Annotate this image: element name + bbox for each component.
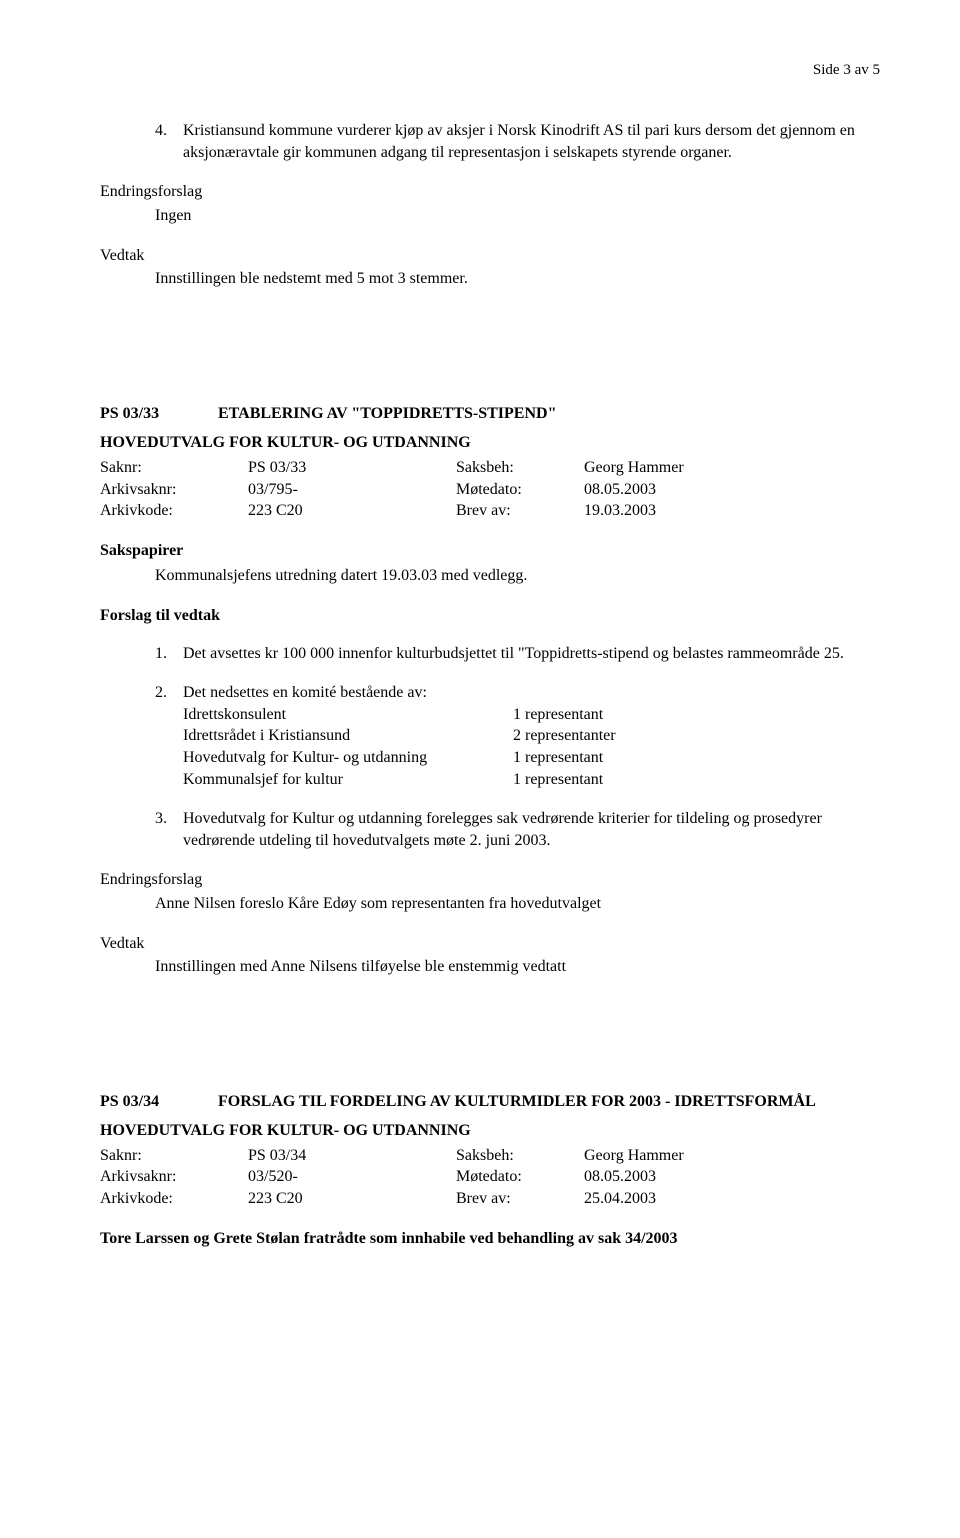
committee-count: 2 representanter — [513, 725, 880, 747]
vedtak-text: Innstillingen med Anne Nilsens tilføyels… — [155, 956, 880, 978]
item-number: 1. — [155, 643, 183, 665]
case-header: PS 03/34 FORSLAG TIL FORDELING AV KULTUR… — [100, 1091, 880, 1113]
vedtak-heading: Vedtak — [100, 245, 880, 267]
table-row: Arkivkode: 223 C20 Brev av: 25.04.2003 — [100, 1188, 880, 1210]
case-id: PS 03/34 — [100, 1091, 218, 1113]
meta-label: Saksbeh: — [456, 1145, 584, 1167]
committee-role: Idrettsrådet i Kristiansund — [183, 725, 513, 747]
meta-value: 19.03.2003 — [584, 500, 880, 522]
meta-label: Saknr: — [100, 457, 248, 479]
vedtak-text: Innstillingen ble nedstemt med 5 mot 3 s… — [155, 268, 880, 290]
meta-value: 223 C20 — [248, 1188, 456, 1210]
item-text: Kristiansund kommune vurderer kjøp av ak… — [183, 120, 880, 163]
committee-row: Idrettskonsulent 1 representant — [183, 704, 880, 726]
meta-value: 25.04.2003 — [584, 1188, 880, 1210]
endringsforslag-heading: Endringsforslag — [100, 181, 880, 203]
item-number: 3. — [155, 808, 183, 851]
meta-value: Georg Hammer — [584, 1145, 880, 1167]
list-item: 3. Hovedutvalg for Kultur og utdanning f… — [155, 808, 880, 851]
item-number: 4. — [155, 120, 183, 163]
forslag-heading: Forslag til vedtak — [100, 605, 880, 627]
innhabile-note: Tore Larssen og Grete Stølan fratrådte s… — [100, 1228, 880, 1250]
meta-label: Møtedato: — [456, 1166, 584, 1188]
meta-label: Arkivsaknr: — [100, 1166, 248, 1188]
case-title: FORSLAG TIL FORDELING AV KULTURMIDLER FO… — [218, 1091, 880, 1113]
committee-row: Kommunalsjef for kultur 1 representant — [183, 769, 880, 791]
sakspapirer-text: Kommunalsjefens utredning datert 19.03.0… — [155, 565, 880, 587]
sakspapirer-heading: Sakspapirer — [100, 540, 880, 562]
meta-label: Arkivsaknr: — [100, 479, 248, 501]
meta-value: PS 03/33 — [248, 457, 456, 479]
list-item: 1. Det avsettes kr 100 000 innenfor kult… — [155, 643, 880, 665]
meta-value: 223 C20 — [248, 500, 456, 522]
meta-label: Arkivkode: — [100, 500, 248, 522]
case-id: PS 03/33 — [100, 403, 218, 425]
meta-value: Georg Hammer — [584, 457, 880, 479]
committee-role: Idrettskonsulent — [183, 704, 513, 726]
endringsforslag-heading: Endringsforslag — [100, 869, 880, 891]
meta-label: Brev av: — [456, 500, 584, 522]
item-lead: Det nedsettes en komité bestående av: — [183, 682, 880, 704]
hovedutvalg-title: HOVEDUTVALG FOR KULTUR- OG UTDANNING — [100, 1120, 880, 1142]
committee-row: Idrettsrådet i Kristiansund 2 representa… — [183, 725, 880, 747]
item-text: Det avsettes kr 100 000 innenfor kulturb… — [183, 643, 880, 665]
meta-label: Saknr: — [100, 1145, 248, 1167]
page-number: Side 3 av 5 — [100, 60, 880, 80]
meta-label: Brev av: — [456, 1188, 584, 1210]
item-number: 2. — [155, 682, 183, 790]
list-item: 2. Det nedsettes en komité bestående av:… — [155, 682, 880, 790]
meta-value: PS 03/34 — [248, 1145, 456, 1167]
meta-label: Arkivkode: — [100, 1188, 248, 1210]
table-row: Arkivsaknr: 03/520- Møtedato: 08.05.2003 — [100, 1166, 880, 1188]
table-row: Saknr: PS 03/33 Saksbeh: Georg Hammer — [100, 457, 880, 479]
meta-value: 08.05.2003 — [584, 479, 880, 501]
table-row: Arkivkode: 223 C20 Brev av: 19.03.2003 — [100, 500, 880, 522]
meta-label: Saksbeh: — [456, 457, 584, 479]
meta-table: Saknr: PS 03/33 Saksbeh: Georg Hammer Ar… — [100, 457, 880, 522]
table-row: Saknr: PS 03/34 Saksbeh: Georg Hammer — [100, 1145, 880, 1167]
endringsforslag-text: Anne Nilsen foreslo Kåre Edøy som repres… — [155, 893, 880, 915]
hovedutvalg-title: HOVEDUTVALG FOR KULTUR- OG UTDANNING — [100, 432, 880, 454]
case-header: PS 03/33 ETABLERING AV "TOPPIDRETTS-STIP… — [100, 403, 880, 425]
meta-value: 08.05.2003 — [584, 1166, 880, 1188]
committee-count: 1 representant — [513, 769, 880, 791]
committee-count: 1 representant — [513, 704, 880, 726]
list-item: 4. Kristiansund kommune vurderer kjøp av… — [155, 120, 880, 163]
vedtak-heading: Vedtak — [100, 933, 880, 955]
table-row: Arkivsaknr: 03/795- Møtedato: 08.05.2003 — [100, 479, 880, 501]
committee-role: Kommunalsjef for kultur — [183, 769, 513, 791]
meta-label: Møtedato: — [456, 479, 584, 501]
committee-row: Hovedutvalg for Kultur- og utdanning 1 r… — [183, 747, 880, 769]
case-title: ETABLERING AV "TOPPIDRETTS-STIPEND" — [218, 403, 880, 425]
meta-value: 03/520- — [248, 1166, 456, 1188]
committee-count: 1 representant — [513, 747, 880, 769]
endringsforslag-text: Ingen — [155, 205, 880, 227]
committee-role: Hovedutvalg for Kultur- og utdanning — [183, 747, 513, 769]
meta-value: 03/795- — [248, 479, 456, 501]
item-text: Hovedutvalg for Kultur og utdanning fore… — [183, 808, 880, 851]
meta-table: Saknr: PS 03/34 Saksbeh: Georg Hammer Ar… — [100, 1145, 880, 1210]
